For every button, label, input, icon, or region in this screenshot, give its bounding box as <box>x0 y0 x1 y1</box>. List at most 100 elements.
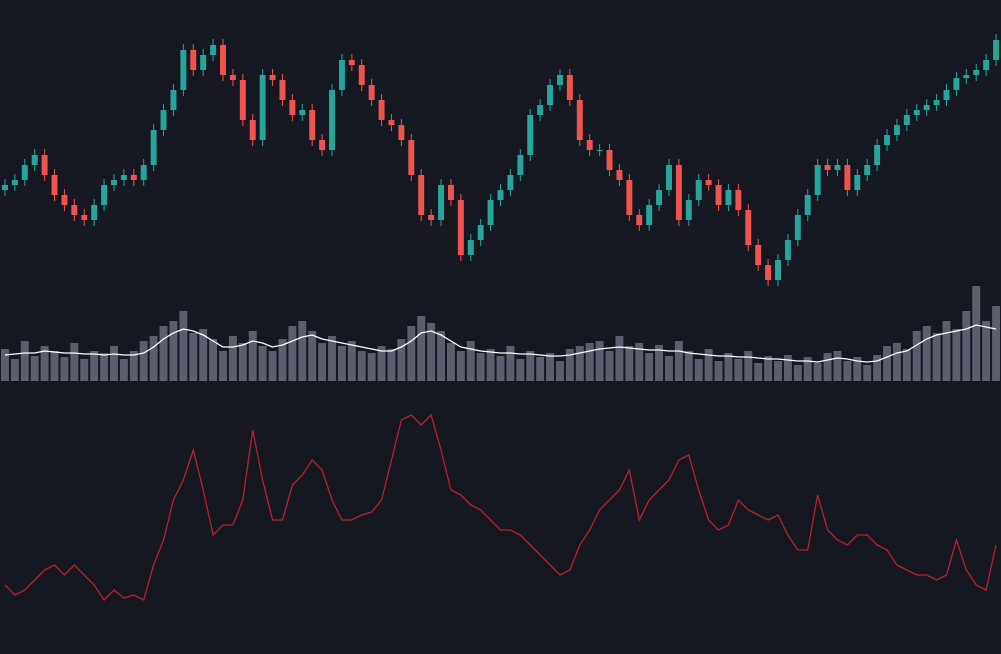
volume-bar <box>892 343 901 381</box>
volume-bar <box>783 355 792 381</box>
candle-body <box>428 215 435 220</box>
volume-bar <box>932 333 941 381</box>
volume-bar <box>536 357 545 381</box>
volume-bar <box>813 363 822 381</box>
volume-bar <box>902 349 911 381</box>
candle-body <box>735 190 742 210</box>
candle-body <box>755 245 762 265</box>
volume-bar <box>199 329 208 381</box>
volume-bar <box>704 349 713 381</box>
volume-bar <box>526 351 535 381</box>
candle-body <box>229 75 236 80</box>
volume-bar <box>60 357 69 381</box>
volume-bar <box>942 321 951 381</box>
candle-body <box>259 75 266 140</box>
volume-bar <box>625 346 634 381</box>
volume-bar <box>100 353 109 381</box>
candle-body <box>804 195 811 215</box>
volume-bar <box>357 351 366 381</box>
candle-body <box>695 180 702 200</box>
candle-body <box>765 265 772 280</box>
candle-body <box>864 165 871 175</box>
volume-bar <box>189 333 198 381</box>
volume-bar <box>437 331 445 381</box>
indicator-line <box>4 413 997 602</box>
volume-bar <box>367 353 376 381</box>
candle-body <box>566 75 573 100</box>
volume-bar <box>714 361 723 381</box>
volume-bar <box>209 339 218 381</box>
candle-body <box>517 155 524 175</box>
candle-body <box>269 75 276 80</box>
volume-bar <box>962 311 971 381</box>
candle-body <box>21 165 28 180</box>
volume-bar <box>585 343 594 381</box>
candle-body <box>220 45 226 75</box>
candle-body <box>438 185 445 220</box>
volume-bar <box>80 359 89 381</box>
volume-bar <box>387 349 396 381</box>
candle-body <box>636 215 643 225</box>
candle-body <box>91 205 98 220</box>
volume-bar <box>565 349 574 381</box>
candle-body <box>893 125 900 135</box>
volume-bar <box>972 286 981 381</box>
candle-body <box>507 175 514 190</box>
candle-body <box>338 60 345 90</box>
candle-body <box>467 240 474 255</box>
volume-bar <box>407 326 416 381</box>
candle-body <box>111 180 117 185</box>
candle-body <box>775 260 781 280</box>
volume-bar <box>30 356 39 381</box>
volume-bar <box>764 356 773 381</box>
candle-body <box>903 115 910 125</box>
volume-bar <box>40 346 49 381</box>
volume-bar <box>922 326 931 381</box>
volume-bar <box>556 361 564 381</box>
candle-body <box>41 155 48 175</box>
candle-body <box>81 215 88 220</box>
candle-body <box>784 240 791 260</box>
candle-body <box>844 165 851 190</box>
volume-bar <box>635 343 644 381</box>
candle-body <box>457 200 464 255</box>
candle-body <box>973 70 980 75</box>
volume-bar <box>377 346 386 381</box>
candle-body <box>319 140 326 150</box>
candle-body <box>418 175 425 215</box>
candle-body <box>31 155 38 165</box>
volume-bar <box>347 341 356 381</box>
volume-bar <box>328 336 336 381</box>
candle-body <box>814 165 821 195</box>
volume-bar <box>823 353 832 381</box>
volume-bar <box>546 353 555 381</box>
volume-bar <box>833 351 842 381</box>
volume-bar <box>645 353 654 381</box>
candle-body <box>606 150 613 170</box>
candle-body <box>120 175 127 180</box>
candle-body <box>824 165 831 170</box>
volume-bar <box>10 359 19 381</box>
candle-body <box>408 140 415 175</box>
volume-bar <box>506 346 515 381</box>
volume-bar <box>734 359 743 381</box>
candle-body <box>170 90 177 110</box>
candle-body <box>666 165 672 190</box>
volume-bar <box>883 346 891 381</box>
volume-bar <box>298 321 307 381</box>
candle-body <box>1 185 8 190</box>
volume-bar <box>843 361 852 381</box>
candle-body <box>71 205 78 215</box>
volume-bar <box>90 351 99 381</box>
candle-body <box>953 78 960 90</box>
volume-bar <box>665 356 673 381</box>
moving-average-line <box>4 324 997 363</box>
candle-body <box>616 170 623 180</box>
candle-body <box>556 75 563 85</box>
candle-body <box>656 190 663 205</box>
candle-body <box>160 110 167 130</box>
candle-body <box>537 105 544 115</box>
candle-body <box>200 55 207 70</box>
